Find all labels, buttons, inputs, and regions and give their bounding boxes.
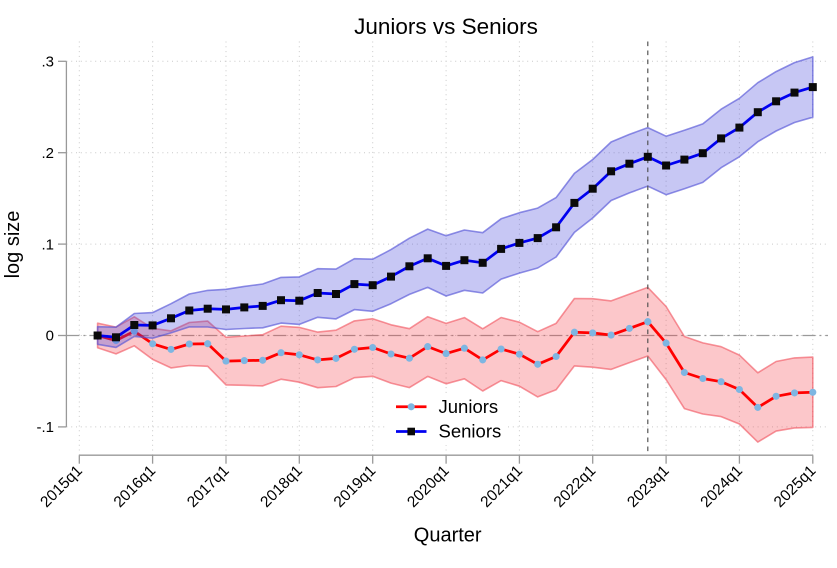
svg-text:Juniors vs Seniors: Juniors vs Seniors	[354, 14, 538, 39]
svg-text:Seniors: Seniors	[439, 421, 502, 442]
svg-text:log size: log size	[2, 211, 24, 279]
svg-text:Juniors: Juniors	[439, 396, 499, 417]
svg-text:0: 0	[46, 328, 54, 345]
svg-text:Quarter: Quarter	[414, 525, 482, 547]
svg-text:.2: .2	[41, 145, 54, 162]
svg-text:.3: .3	[41, 54, 54, 71]
svg-text:-.1: -.1	[36, 419, 54, 436]
svg-text:.1: .1	[41, 236, 54, 253]
